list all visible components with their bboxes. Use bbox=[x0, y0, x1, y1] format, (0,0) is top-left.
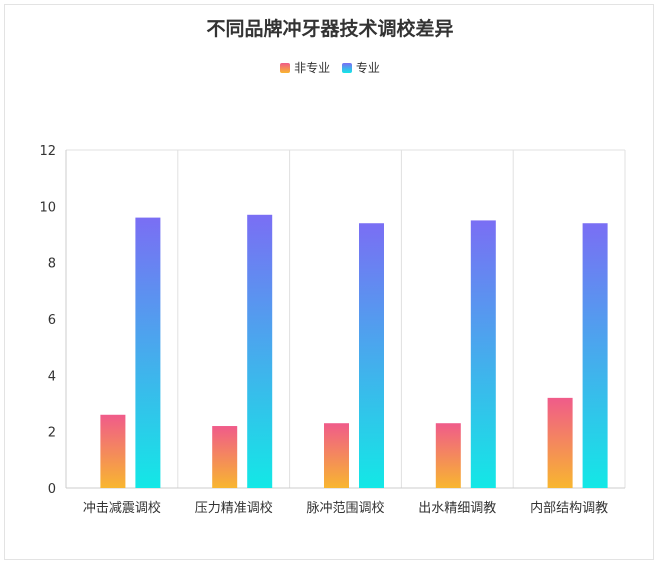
chart-legend: 非专业 专业 bbox=[0, 59, 660, 76]
plot-area: 0 2 4 6 8 10 12 冲击减震调校 压力精准调校 脉冲范围调校 出水精细调教 内部结构调教 bbox=[39, 144, 626, 516]
y-tick-label: 12 bbox=[39, 144, 56, 159]
legend-label-professional: 专业 bbox=[355, 61, 380, 75]
bar-non-professional bbox=[100, 414, 126, 488]
x-tick-label: 冲击减震调校 bbox=[83, 500, 161, 516]
x-tick-label: 出水精细调教 bbox=[418, 500, 496, 516]
chart-title: 不同品牌冲牙器技术调校差异 bbox=[206, 18, 454, 40]
y-tick-label: 10 bbox=[39, 200, 56, 215]
legend-item-non-professional[interactable]: 非专业 bbox=[280, 59, 330, 76]
y-tick-label: 8 bbox=[48, 257, 56, 272]
x-tick-label: 内部结构调教 bbox=[530, 500, 608, 516]
legend-item-professional[interactable]: 专业 bbox=[341, 59, 380, 76]
x-tick-label: 脉冲范围调校 bbox=[306, 500, 384, 516]
bar-non-professional bbox=[212, 426, 238, 488]
bar-professional bbox=[470, 220, 496, 488]
y-tick-label: 6 bbox=[48, 313, 56, 328]
x-tick-label: 压力精准调校 bbox=[195, 500, 273, 516]
legend-label-non-professional: 非专业 bbox=[294, 61, 331, 75]
bar-non-professional bbox=[547, 397, 573, 488]
bar-professional bbox=[135, 217, 161, 488]
legend-swatch-non-professional bbox=[280, 62, 291, 73]
bar-non-professional bbox=[324, 423, 349, 488]
bar-non-professional bbox=[435, 423, 461, 488]
bar-professional bbox=[247, 214, 273, 489]
bar-professional bbox=[359, 223, 384, 488]
y-tick-label: 4 bbox=[48, 369, 56, 384]
y-tick-label: 2 bbox=[48, 426, 56, 441]
y-tick-label: 0 bbox=[48, 482, 56, 497]
bar-professional bbox=[582, 223, 608, 488]
legend-swatch-professional bbox=[341, 62, 352, 73]
